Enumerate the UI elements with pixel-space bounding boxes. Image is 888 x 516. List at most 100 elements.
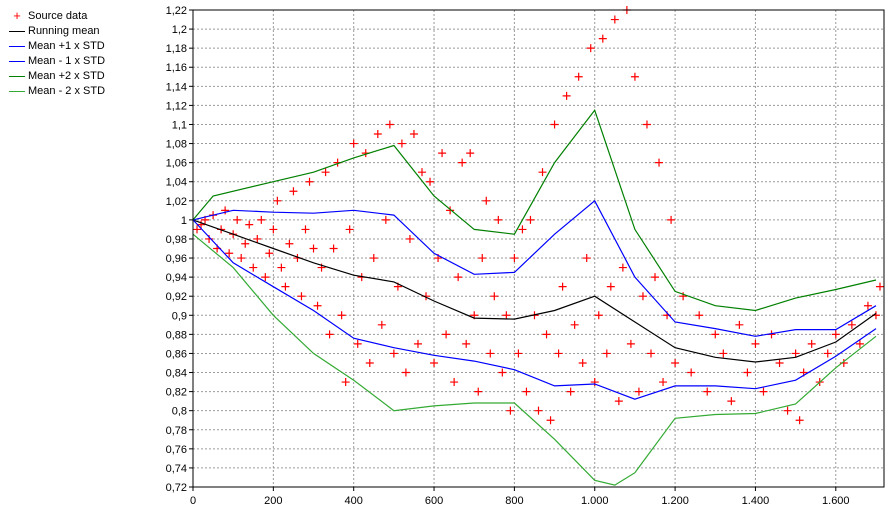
data-point	[651, 273, 660, 282]
data-point	[751, 339, 760, 348]
series-layer	[192, 6, 884, 486]
data-point	[377, 320, 386, 329]
data-point	[534, 406, 543, 415]
data-point	[562, 91, 571, 100]
legend-item-mean-2-x-std: Mean +2 x STD	[6, 69, 105, 84]
data-point	[193, 225, 202, 234]
data-point	[405, 234, 414, 243]
data-point	[249, 263, 258, 272]
data-point	[337, 311, 346, 320]
data-point	[578, 358, 587, 367]
data-point	[582, 254, 591, 263]
data-point	[237, 254, 246, 263]
data-point	[297, 292, 306, 301]
data-point	[409, 130, 418, 139]
y-tick-label: 0,74	[166, 463, 187, 475]
y-tick-label: 0,84	[166, 368, 187, 380]
data-point	[602, 349, 611, 358]
y-tick-label: 1,16	[166, 62, 187, 74]
y-tick-label: 0,98	[166, 234, 187, 246]
data-point	[514, 349, 523, 358]
data-point	[807, 339, 816, 348]
x-tick-label: 1.200	[661, 495, 689, 507]
data-point	[638, 292, 647, 301]
data-point	[574, 72, 583, 81]
series-running-mean-line	[192, 219, 877, 363]
legend-label: Mean - 2 x STD	[28, 85, 106, 97]
data-point	[518, 225, 527, 234]
data-point	[490, 292, 499, 301]
x-tick-label: 1.600	[822, 495, 850, 507]
data-point	[285, 239, 294, 248]
data-point	[494, 215, 503, 224]
data-point	[442, 330, 451, 339]
data-point	[719, 349, 728, 358]
data-point	[309, 244, 318, 253]
legend-item-source-data: + Source data	[6, 9, 105, 24]
data-point	[606, 282, 615, 291]
data-point	[711, 330, 720, 339]
y-tick-label: 1	[181, 215, 187, 227]
plot-background	[193, 10, 884, 487]
data-point	[417, 168, 426, 177]
data-point	[341, 378, 350, 387]
data-point	[586, 44, 595, 53]
y-tick-label: 1,04	[166, 177, 187, 189]
legend-item-mean-2-x-std: Mean - 2 x STD	[6, 84, 105, 99]
y-tick-label: 0,92	[166, 291, 187, 303]
data-point	[289, 187, 298, 196]
y-tick-label: 0,76	[166, 444, 187, 456]
legend-swatch	[6, 69, 28, 84]
data-point	[458, 158, 467, 167]
y-tick-label: 0,78	[166, 425, 187, 437]
data-point	[462, 339, 471, 348]
data-point	[233, 215, 242, 224]
data-point	[626, 339, 635, 348]
data-point	[642, 120, 651, 129]
series-source-data	[193, 6, 884, 425]
legend-swatch	[6, 54, 28, 69]
x-tick-label: 600	[425, 495, 443, 507]
data-point	[365, 358, 374, 367]
y-tick-label: 1,08	[166, 139, 187, 151]
data-point	[594, 311, 603, 320]
data-point	[369, 254, 378, 263]
data-point	[450, 378, 459, 387]
legend-label: Mean +1 x STD	[28, 40, 105, 52]
data-point	[659, 378, 668, 387]
legend-swatch	[6, 24, 28, 39]
data-point	[253, 234, 262, 243]
data-point	[385, 120, 394, 129]
legend-label: Mean +2 x STD	[28, 70, 105, 82]
data-point	[646, 349, 655, 358]
data-point	[353, 339, 362, 348]
y-tick-label: 1,02	[166, 196, 187, 208]
data-point	[703, 387, 712, 396]
data-point	[313, 301, 322, 310]
data-point	[546, 416, 555, 425]
series-mean-1-x-std-line	[192, 199, 877, 337]
y-tick-label: 1,1	[172, 119, 187, 131]
y-tick-label: 1,22	[166, 5, 187, 17]
x-axis: 0 200 400 600 800 1.000 1.200 1.400 1.600	[190, 487, 850, 507]
legend-label: Source data	[28, 10, 88, 22]
data-point	[823, 349, 832, 358]
data-point	[478, 254, 487, 263]
line-marker-icon	[9, 76, 25, 77]
legend-item-mean-1-x-std: Mean +1 x STD	[6, 39, 105, 54]
plot-frame	[192, 9, 885, 488]
data-point	[875, 282, 884, 291]
data-point	[671, 358, 680, 367]
data-point	[426, 177, 435, 186]
data-point	[401, 368, 410, 377]
data-point	[634, 387, 643, 396]
data-point	[727, 397, 736, 406]
line-marker-icon	[9, 46, 25, 47]
data-point	[847, 320, 856, 329]
legend-item-mean-1-x-std: Mean - 1 x STD	[6, 54, 105, 69]
data-point	[618, 263, 627, 272]
data-point	[482, 196, 491, 205]
data-point	[438, 149, 447, 158]
data-point	[831, 330, 840, 339]
legend: + Source data Running mean Mean +1 x STD Mea…	[6, 9, 105, 99]
